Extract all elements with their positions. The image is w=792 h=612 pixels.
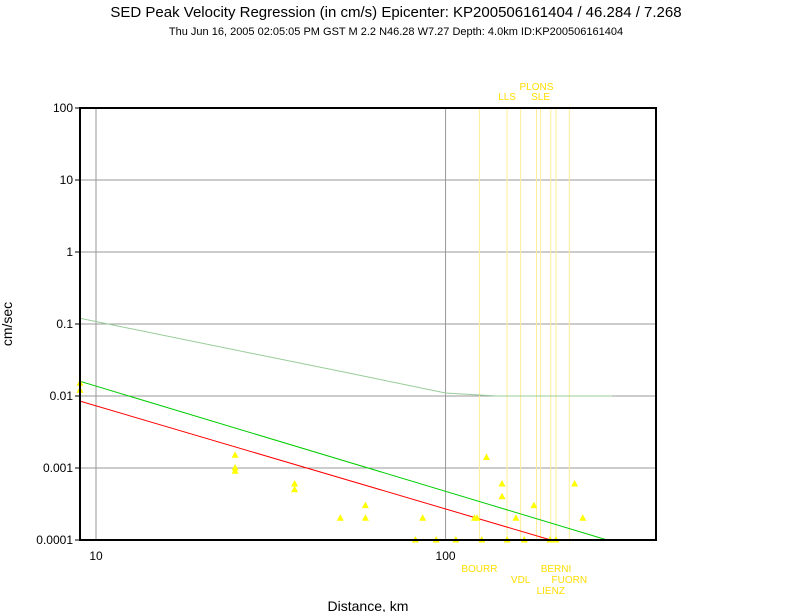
y-tick-label: 0.01: [50, 389, 74, 403]
data-point: [530, 501, 538, 509]
axis-ticks: 0.0001 0.001 0.01 0.1 1 10 100 10 100: [36, 101, 456, 563]
station-label: PLONS: [520, 82, 554, 93]
y-tick-label: 10: [60, 173, 74, 187]
data-point: [361, 514, 369, 521]
green-line: [79, 380, 608, 541]
data-point: [512, 514, 520, 521]
data-point: [361, 501, 369, 509]
chart-subtitle: Thu Jun 16, 2005 02:05:05 PM GST M 2.2 N…: [168, 26, 624, 38]
x-tick-label: 10: [89, 549, 103, 563]
data-point: [291, 485, 299, 493]
data-point: [579, 514, 587, 521]
x-axis-label: Distance, km: [328, 598, 409, 612]
data-point: [483, 453, 490, 460]
data-point: [231, 467, 239, 474]
data-point: [291, 480, 299, 487]
station-label: LLS: [498, 92, 516, 103]
station-label: BERNI: [541, 564, 572, 575]
station-label: BOURR: [461, 564, 497, 575]
data-point: [231, 464, 239, 471]
red-line: [79, 400, 551, 541]
station-label: FUORN: [552, 575, 588, 586]
y-tick-label: 0.0001: [36, 533, 73, 547]
data-point: [419, 514, 427, 521]
station-label: VDL: [511, 575, 531, 586]
data-point: [336, 514, 344, 521]
y-tick-label: 100: [53, 101, 73, 115]
data-point: [473, 514, 481, 521]
chart-title: SED Peak Velocity Regression (in cm/s) E…: [110, 4, 682, 21]
regression-lines: [79, 317, 613, 541]
station-label: LIENZ: [537, 586, 565, 597]
data-point: [571, 480, 579, 487]
station-lines: [478, 108, 570, 540]
y-tick-label: 0.001: [43, 461, 73, 475]
y-axis-label: cm/sec: [0, 302, 15, 346]
y-tick-label: 1: [66, 245, 73, 259]
data-point: [231, 451, 239, 458]
data-point: [498, 492, 506, 500]
station-label: SLE: [531, 92, 550, 103]
y-tick-label: 0.1: [56, 317, 73, 331]
x-tick-label: 100: [436, 549, 456, 563]
upper-line: [79, 317, 613, 397]
data-point: [498, 480, 506, 487]
